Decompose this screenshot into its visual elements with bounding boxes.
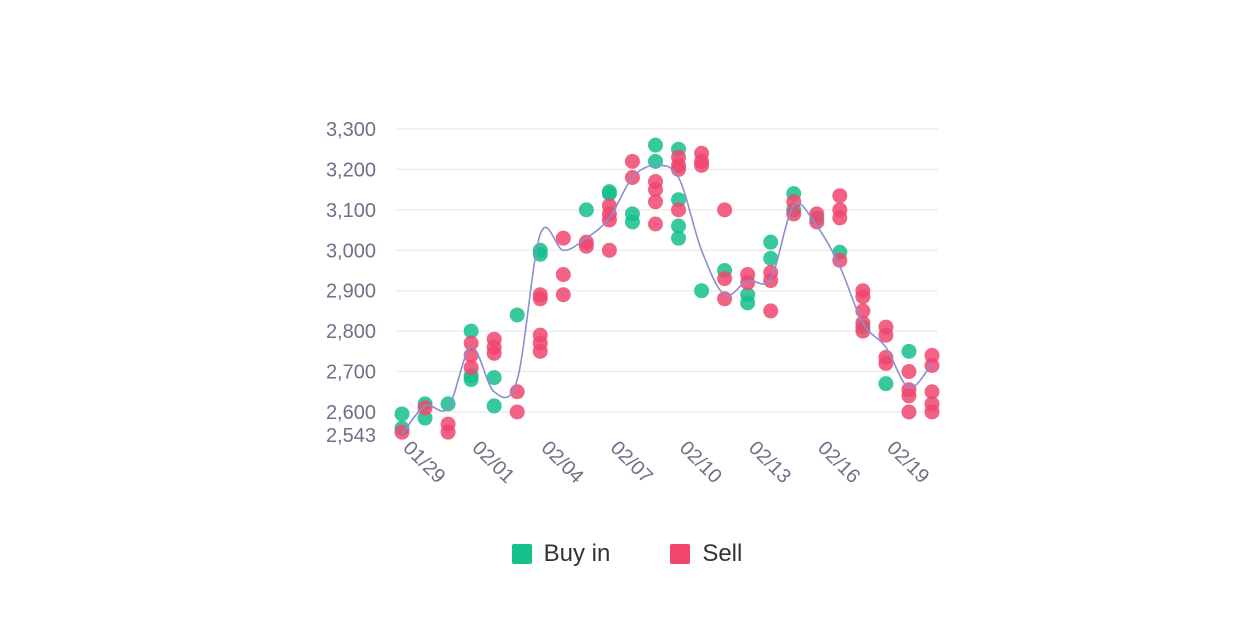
y-tick-label: 2,900 <box>326 281 376 303</box>
sell-point <box>832 252 848 268</box>
buy-point <box>763 250 779 266</box>
sell-point <box>671 161 687 177</box>
sell-point <box>832 210 848 226</box>
sell-point <box>717 291 733 307</box>
buy-point <box>394 406 410 422</box>
sell-point <box>532 343 548 359</box>
legend-item-buy[interactable]: Buy in <box>511 540 611 568</box>
sell-point <box>486 345 502 361</box>
legend-sell-label: Sell <box>702 540 743 567</box>
legend-buy-label: Buy in <box>543 540 611 567</box>
sell-point <box>717 202 733 218</box>
sell-point <box>717 271 733 287</box>
y-tick-label: 2,600 <box>326 402 376 424</box>
sell-point <box>786 194 802 210</box>
sell-point <box>532 291 548 307</box>
sell-point <box>440 424 456 440</box>
y-tick-label: 3,200 <box>326 159 376 181</box>
buy-point <box>463 372 479 388</box>
gridlines <box>396 128 938 413</box>
buy-point <box>624 214 640 230</box>
buy-point <box>878 376 894 392</box>
sell-point <box>671 202 687 218</box>
buy-point <box>486 370 502 386</box>
buy-point <box>486 398 502 414</box>
sell-point <box>763 303 779 319</box>
scatter-points <box>394 137 940 440</box>
x-tick-label: 02/04 <box>537 437 588 488</box>
buy-point <box>740 295 756 311</box>
sell-point <box>509 404 525 420</box>
buy-point <box>601 186 617 202</box>
legend-item-sell[interactable]: Sell <box>670 540 742 568</box>
sell-point <box>647 194 663 210</box>
y-tick-label: 3,100 <box>326 200 376 222</box>
buy-point <box>671 218 687 234</box>
sell-point <box>763 273 779 289</box>
sell-point <box>832 188 848 204</box>
x-tick-label: 02/16 <box>813 437 864 488</box>
x-tick-label: 02/10 <box>675 437 726 488</box>
sell-point <box>809 214 825 230</box>
buy-swatch <box>511 544 532 564</box>
buy-point <box>671 230 687 246</box>
sell-point <box>624 153 640 169</box>
buy-point <box>578 202 594 218</box>
sell-point <box>924 404 940 420</box>
y-tick-label: 2,800 <box>326 321 376 343</box>
sell-point <box>555 230 571 246</box>
buy-point <box>694 283 710 299</box>
buy-point <box>509 307 525 323</box>
sell-point <box>555 267 571 283</box>
sell-point <box>601 212 617 228</box>
sell-point <box>924 384 940 400</box>
sell-point <box>901 388 917 404</box>
y-tick-label: 3,000 <box>326 240 376 262</box>
sell-point <box>555 287 571 303</box>
x-tick-label: 01/29 <box>398 437 449 488</box>
sell-point <box>878 355 894 371</box>
x-tick-label: 02/19 <box>882 437 933 488</box>
y-tick-label: 2,543 <box>326 425 376 447</box>
x-axis-ticks: 01/29 02/01 02/04 02/07 02/10 02/13 02/16 02/19 <box>398 437 933 488</box>
sell-point <box>901 404 917 420</box>
buy-point <box>647 137 663 153</box>
sell-point <box>417 400 433 416</box>
sell-point <box>878 327 894 343</box>
sell-point <box>740 275 756 291</box>
sell-swatch <box>670 544 691 564</box>
sell-point <box>647 182 663 198</box>
x-tick-label: 02/13 <box>744 437 795 488</box>
sell-point <box>694 157 710 173</box>
x-tick-label: 02/01 <box>468 437 519 488</box>
sell-point <box>578 238 594 254</box>
buy-point <box>463 323 479 339</box>
sell-point <box>786 206 802 222</box>
sell-point <box>601 242 617 258</box>
sell-point <box>647 216 663 232</box>
buy-point <box>763 234 779 250</box>
y-tick-label: 2,700 <box>326 362 376 384</box>
trend-line <box>401 164 933 435</box>
sell-point <box>463 335 479 351</box>
x-tick-label: 02/07 <box>606 437 657 488</box>
legend: Buy in Sell <box>0 540 1254 568</box>
sell-point <box>463 359 479 375</box>
buy-point <box>901 343 917 359</box>
y-tick-label: 3,300 <box>326 119 376 141</box>
sell-point <box>901 364 917 380</box>
sell-point <box>855 289 871 305</box>
